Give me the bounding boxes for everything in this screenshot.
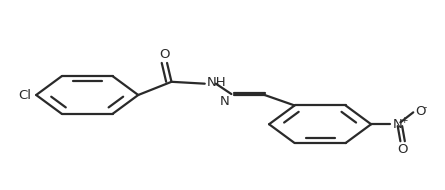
Text: -: -	[424, 104, 427, 112]
Text: Cl: Cl	[18, 89, 31, 101]
Text: N: N	[219, 95, 229, 108]
Text: O: O	[397, 143, 408, 156]
Text: +: +	[400, 116, 408, 125]
Text: O: O	[416, 105, 426, 118]
Text: NH: NH	[207, 76, 227, 89]
Text: N: N	[392, 118, 402, 131]
Text: O: O	[159, 48, 170, 61]
